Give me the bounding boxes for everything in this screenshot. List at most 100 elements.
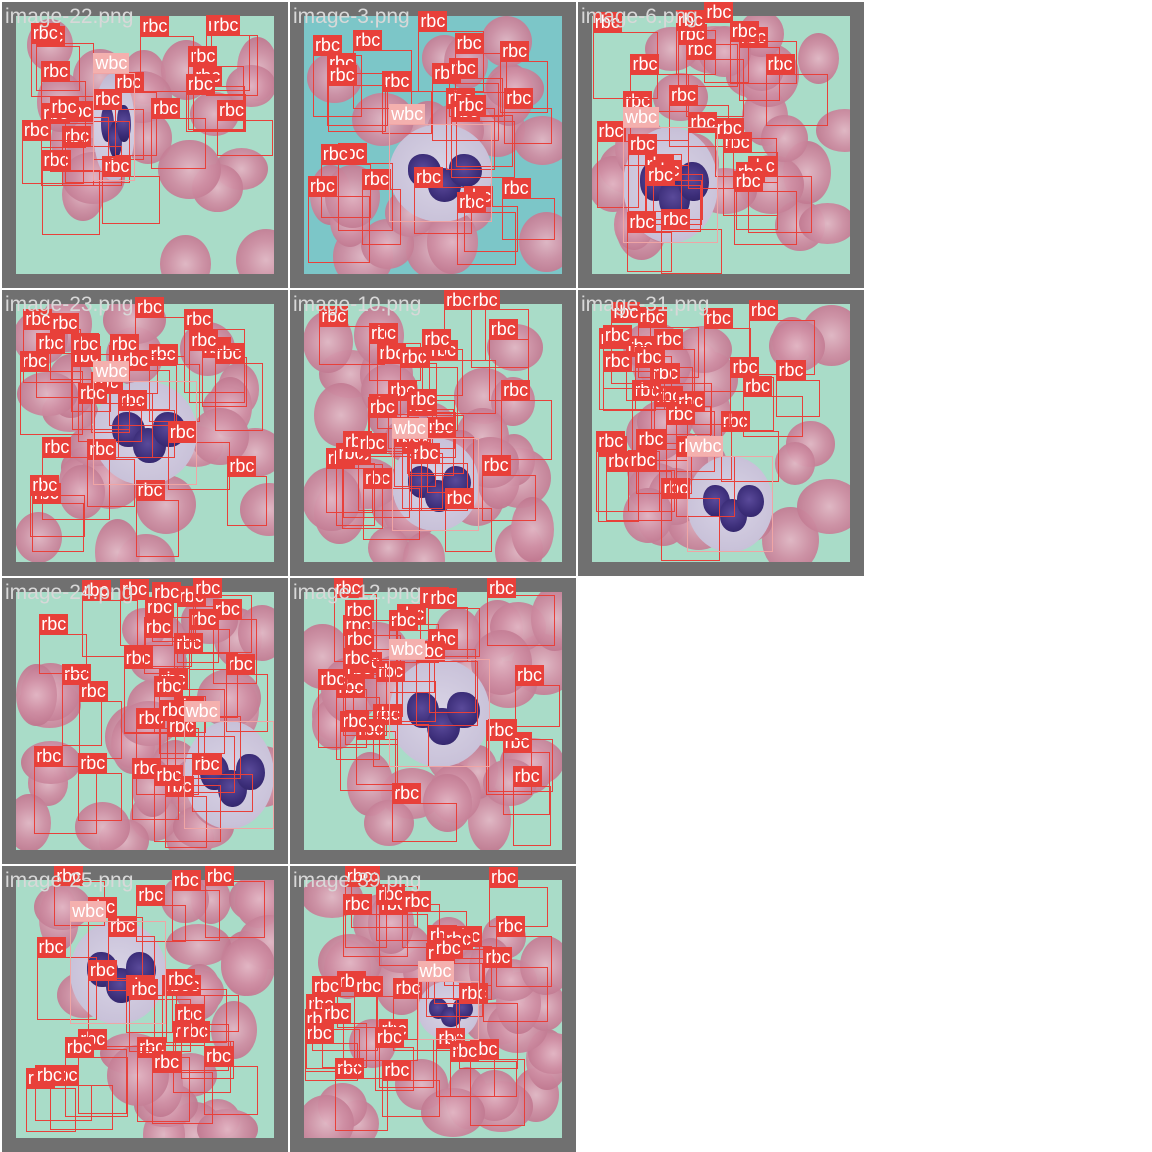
rbc-label: rbc bbox=[628, 450, 658, 471]
rbc-label: rbc bbox=[668, 85, 698, 106]
rbc-bounding-box bbox=[159, 720, 206, 759]
rbc-bounding-box bbox=[376, 680, 437, 722]
rbc-label: rbc bbox=[81, 579, 111, 600]
rbc-bounding-box bbox=[627, 153, 682, 213]
rbc-bounding-box bbox=[495, 936, 552, 988]
rbc-bounding-box bbox=[362, 488, 421, 540]
rbc-label: rbc bbox=[143, 616, 173, 637]
tile-filename: image-39.png bbox=[293, 869, 422, 892]
rbc-label: rbc bbox=[344, 599, 374, 620]
image-tile: rbc rbc rbc rbc rbc rbc rbc rbc rbc rbc rbc rbc rbc r… bbox=[578, 290, 864, 576]
rbc-label: rbc bbox=[393, 977, 423, 998]
rbc-bounding-box bbox=[428, 608, 480, 658]
rbc-label: rbc bbox=[444, 290, 474, 310]
red-blood-cell bbox=[367, 527, 409, 562]
rbc-label: rbc bbox=[140, 15, 170, 36]
rbc-bounding-box bbox=[307, 195, 371, 263]
rbc-bounding-box bbox=[327, 84, 386, 133]
rbc-label: rbc bbox=[665, 403, 695, 424]
rbc-label: rbc bbox=[433, 937, 463, 958]
rbc-label: rbc bbox=[776, 359, 806, 380]
nucleus-lobe bbox=[236, 753, 265, 791]
rbc-label: rbc bbox=[152, 1051, 182, 1072]
wbc-label: wbc bbox=[622, 106, 659, 127]
rbc-label: rbc bbox=[602, 350, 632, 371]
tile-filename: image-23.png bbox=[5, 293, 134, 316]
rbc-bounding-box bbox=[121, 369, 171, 411]
rbc-label: rbc bbox=[392, 783, 422, 804]
rbc-label: rbc bbox=[487, 578, 517, 598]
rbc-bounding-box bbox=[416, 661, 478, 727]
rbc-label: rbc bbox=[42, 437, 72, 458]
rbc-bounding-box bbox=[81, 599, 138, 657]
rbc-bounding-box bbox=[606, 471, 672, 521]
rbc-label: rbc bbox=[414, 167, 444, 188]
red-blood-cell bbox=[59, 464, 106, 519]
rbc-label: rbc bbox=[596, 431, 626, 452]
rbc-label: rbc bbox=[357, 432, 387, 453]
rbc-bounding-box bbox=[500, 61, 548, 114]
rbc-label: rbc bbox=[54, 866, 84, 886]
rbc-bounding-box bbox=[451, 121, 516, 178]
rbc-label: rbc bbox=[312, 35, 342, 56]
rbc-label: rbc bbox=[374, 1026, 404, 1047]
nucleus-lobe bbox=[447, 691, 480, 729]
rbc-bounding-box bbox=[78, 700, 122, 760]
wbc-label: wbc bbox=[389, 639, 426, 660]
rbc-label: rbc bbox=[504, 87, 534, 108]
wbc-bounding-box bbox=[391, 438, 480, 532]
rbc-label: rbc bbox=[134, 296, 164, 317]
rbc-label: rbc bbox=[70, 334, 100, 355]
rbc-label: rbc bbox=[327, 64, 357, 85]
red-blood-cell bbox=[197, 1109, 258, 1138]
rbc-bounding-box bbox=[188, 65, 245, 131]
rbc-label: rbc bbox=[703, 307, 733, 328]
rbc-bounding-box bbox=[162, 995, 205, 1046]
rbc-label: rbc bbox=[714, 117, 744, 138]
rbc-bounding-box bbox=[39, 634, 87, 674]
rbc-label: rbc bbox=[367, 397, 397, 418]
rbc-label: rbc bbox=[426, 417, 456, 438]
wbc-label: wbc bbox=[70, 901, 107, 922]
rbc-bounding-box bbox=[212, 618, 257, 685]
rbc-label: rbc bbox=[611, 301, 641, 322]
rbc-bounding-box bbox=[418, 31, 485, 92]
rbc-label: rbc bbox=[515, 665, 545, 686]
rbc-label: rbc bbox=[30, 22, 60, 43]
rbc-bounding-box bbox=[596, 141, 639, 208]
rbc-label: rbc bbox=[174, 1004, 204, 1025]
rbc-bounding-box bbox=[78, 772, 123, 821]
rbc-bounding-box bbox=[34, 1084, 93, 1122]
rbc-label: rbc bbox=[428, 588, 458, 609]
rbc-label: rbc bbox=[729, 21, 759, 42]
rbc-bounding-box bbox=[733, 190, 798, 245]
rbc-bounding-box bbox=[102, 175, 160, 225]
rbc-bounding-box bbox=[336, 463, 376, 526]
rbc-label: rbc bbox=[227, 456, 257, 477]
rbc-label: rbc bbox=[481, 455, 511, 476]
rbc-label: rbc bbox=[422, 329, 452, 350]
rbc-bounding-box bbox=[337, 163, 394, 231]
image-tile: rbc rbc rbc rbc rbc rbc rbc rbc rbc rbc rbc rbc rbc r… bbox=[2, 290, 288, 576]
rbc-bounding-box bbox=[204, 880, 266, 939]
rbc-bounding-box bbox=[361, 189, 402, 245]
rbc-label: rbc bbox=[188, 45, 218, 66]
rbc-bounding-box bbox=[470, 1058, 525, 1126]
rbc-label: rbc bbox=[214, 343, 244, 364]
rbc-label: rbc bbox=[382, 1059, 412, 1080]
rbc-bounding-box bbox=[399, 367, 458, 432]
rbc-bounding-box bbox=[36, 956, 97, 1021]
wbc-bounding-box bbox=[389, 124, 493, 223]
rbc-bounding-box bbox=[504, 107, 553, 144]
rbc-label: rbc bbox=[23, 309, 53, 330]
rbc-bounding-box bbox=[152, 1071, 213, 1124]
rbc-label: rbc bbox=[151, 97, 181, 118]
rbc-label: rbc bbox=[203, 1045, 233, 1066]
rbc-label: rbc bbox=[225, 653, 255, 674]
nucleus-lobe bbox=[678, 161, 709, 202]
rbc-label: rbc bbox=[470, 290, 500, 310]
rbc-bounding-box bbox=[31, 503, 84, 552]
rbc-bounding-box bbox=[501, 400, 553, 461]
rbc-bounding-box bbox=[646, 185, 702, 232]
rbc-bounding-box bbox=[50, 332, 99, 380]
